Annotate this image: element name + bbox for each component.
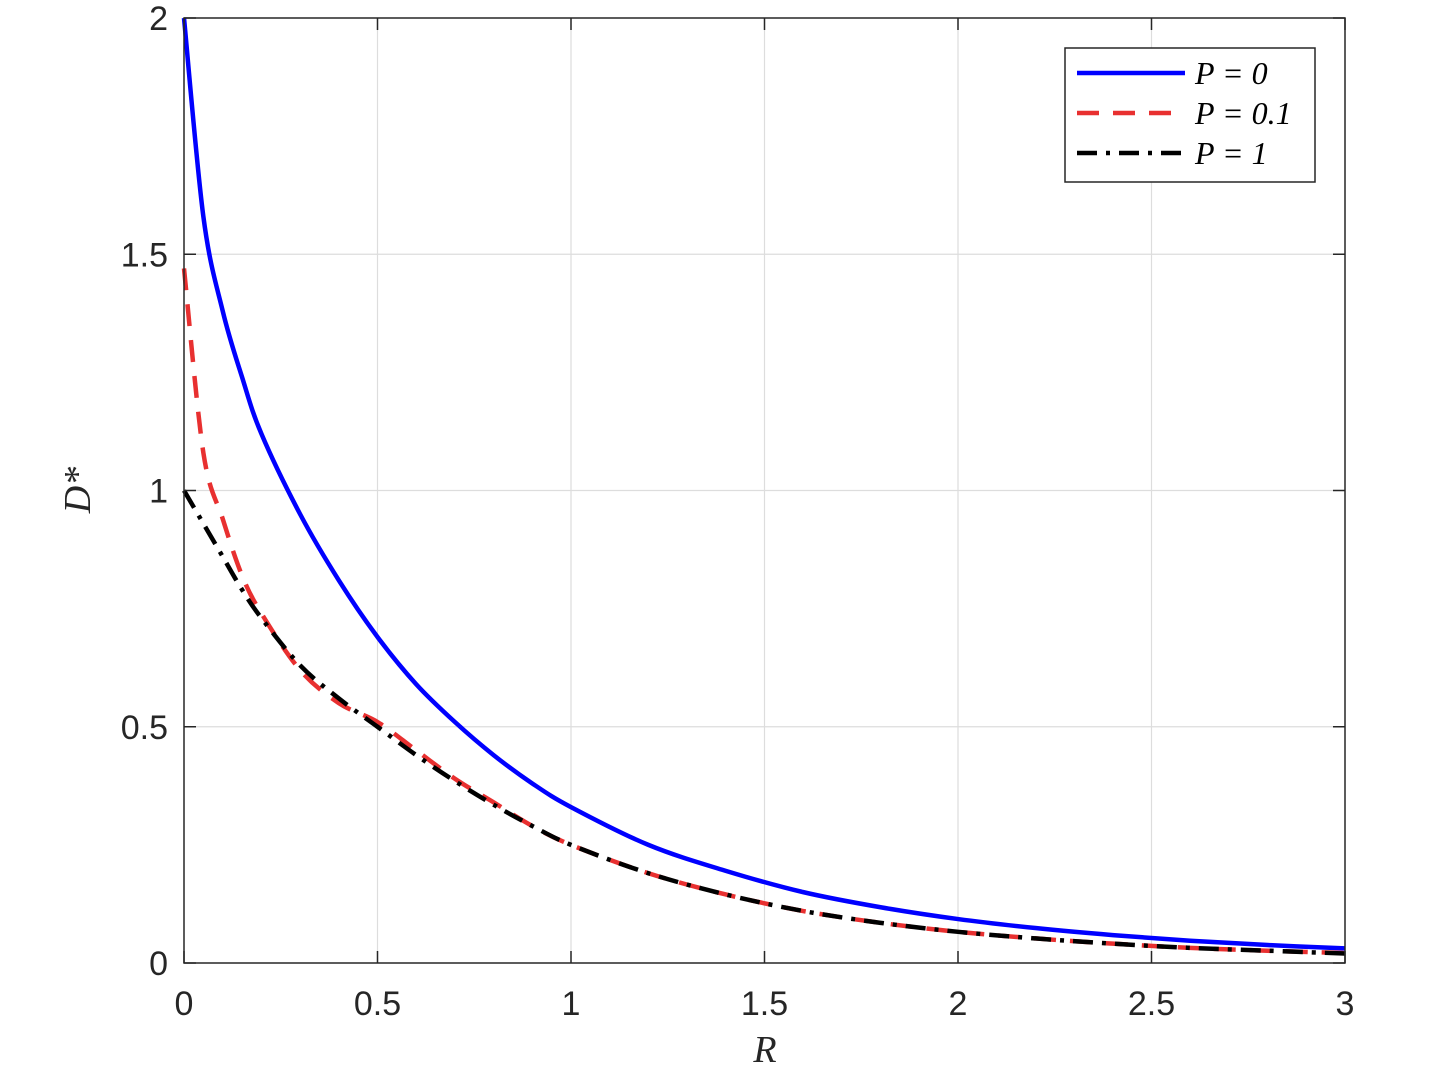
legend-label-2: P = 0.1 [1194,95,1292,131]
legend-entries: P = 0 P = 0.1 P = 1 [1077,55,1292,171]
series-lines [181,17,1346,956]
x-tick-label: 0.5 [354,985,401,1023]
y-tick-label: 0.5 [121,709,168,747]
legend: P = 0 P = 0.1 P = 1 [1064,47,1316,183]
legend-box [1064,47,1316,183]
x-tick-label: 2.5 [1128,985,1175,1023]
y-tick-label: 1.5 [121,236,168,274]
x-axis-title: R [752,1029,776,1071]
legend-label-1: P = 0 [1194,55,1268,91]
x-tick-label: 1.5 [741,985,788,1023]
y-tick-label: 0 [149,945,168,983]
x-tick-label: 2 [949,985,968,1023]
x-tick-label: 3 [1336,985,1355,1023]
series-line-3 [182,489,1346,956]
series-line-1 [181,17,1346,951]
y-tick-label: 1 [149,473,168,511]
y-tick-label: 2 [149,0,168,38]
y-axis-title: D* [57,467,99,514]
x-tick-label: 1 [562,985,581,1023]
axis-ticks: 0 0.5 1 1.5 2 2.5 3 0 0.5 1 1.5 2 [121,0,1355,1023]
legend-label-3: P = 1 [1194,135,1268,171]
series-line-2 [181,268,1346,956]
x-tick-label: 0 [175,985,194,1023]
